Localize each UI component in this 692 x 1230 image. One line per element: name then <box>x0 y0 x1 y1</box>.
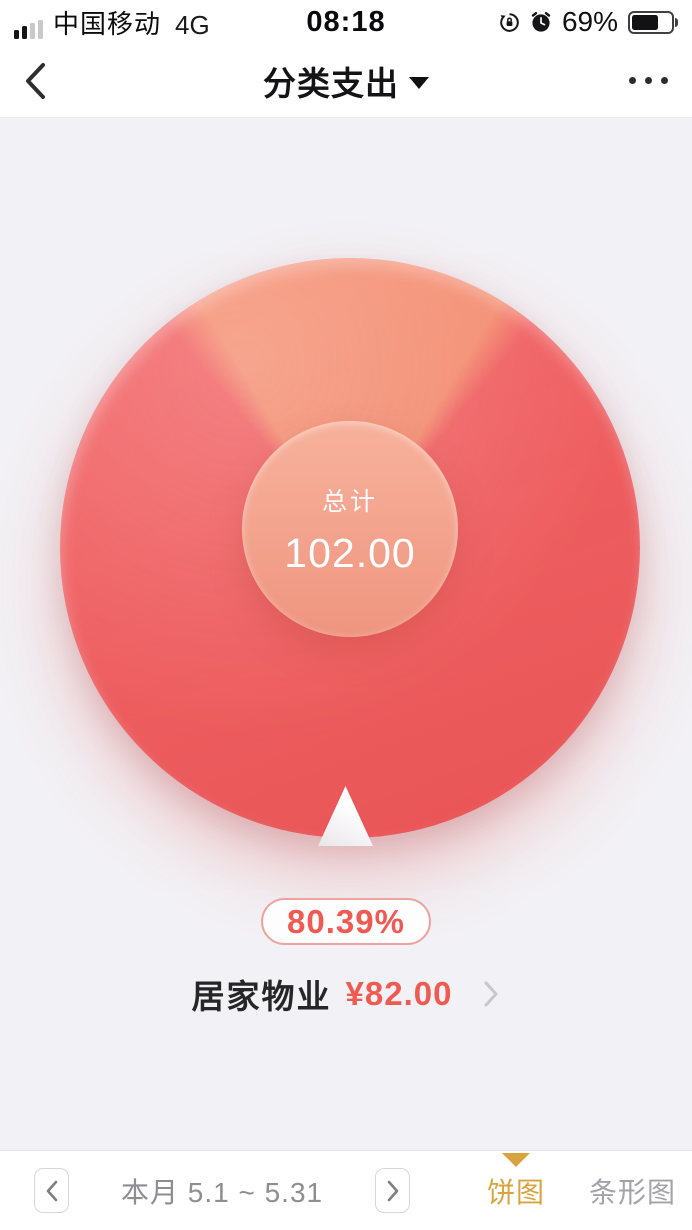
page-title: 分类支出 <box>263 64 399 102</box>
battery-icon <box>628 10 678 34</box>
more-options-button[interactable] <box>627 67 670 94</box>
battery-percent-label: 69% <box>561 6 618 37</box>
back-chevron-icon <box>26 62 45 99</box>
tab-bar-chart[interactable]: 条形图 <box>588 1176 676 1208</box>
active-tab-indicator-icon <box>501 1153 530 1167</box>
total-label: 总计 <box>321 487 378 516</box>
clock-time: 08:18 <box>306 6 386 38</box>
selected-percent-value: 80.39% <box>287 902 405 940</box>
alarm-clock-icon <box>530 11 552 33</box>
nav-bar: 分类支出 <box>0 44 692 118</box>
network-type-label: 4G <box>175 9 210 40</box>
status-right: 69% <box>499 6 678 38</box>
chart-type-tabs: 饼图 条形图 <box>487 1151 676 1230</box>
pie-chart[interactable]: 总计 102.00 <box>60 258 640 838</box>
selected-percent-badge: 80.39% <box>261 898 431 945</box>
selected-category-row[interactable]: 居家物业 ¥82.00 <box>0 970 692 1018</box>
pie-center-total: 总计 102.00 <box>242 421 458 637</box>
page-title-dropdown[interactable]: 分类支出 <box>263 57 429 105</box>
period-label: 本月 5.1 ~ 5.31 <box>121 1176 324 1208</box>
category-amount: ¥82.00 <box>345 975 453 1012</box>
status-bar: 中国移动 4G 08:18 69% <box>0 0 692 44</box>
chevron-left-icon <box>46 1180 57 1201</box>
orientation-lock-icon <box>499 12 520 33</box>
chevron-right-icon <box>387 1180 398 1201</box>
next-period-button[interactable] <box>375 1168 411 1213</box>
previous-period-button[interactable] <box>34 1168 69 1213</box>
back-button[interactable] <box>22 58 62 104</box>
category-name: 居家物业 <box>191 978 332 1015</box>
caret-down-icon <box>409 77 429 89</box>
period-pager: 本月 5.1 ~ 5.31 <box>34 1168 411 1213</box>
status-left: 中国移动 4G <box>14 4 210 41</box>
chart-area: 总计 102.00 80.39% 居家物业 ¥82.00 <box>0 118 692 1150</box>
bottom-toolbar: 本月 5.1 ~ 5.31 饼图 条形图 <box>0 1150 692 1230</box>
ellipsis-icon <box>629 77 636 84</box>
carrier-label: 中国移动 <box>53 8 162 39</box>
total-value: 102.00 <box>284 529 416 576</box>
tab-pie-chart[interactable]: 饼图 <box>487 1151 545 1230</box>
chevron-right-icon <box>482 979 500 1009</box>
signal-strength-icon <box>14 19 43 41</box>
